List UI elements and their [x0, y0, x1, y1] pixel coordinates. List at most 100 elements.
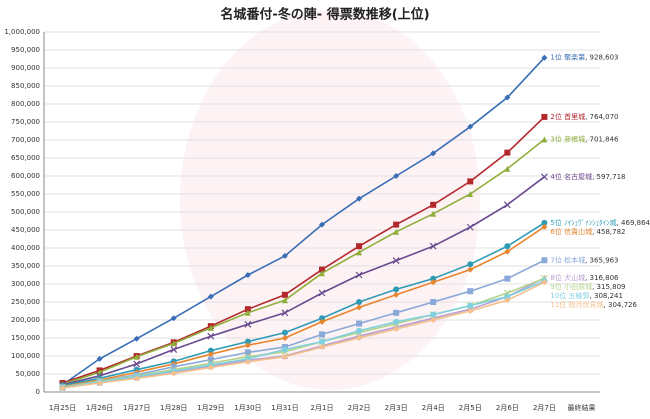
- y-tick-label: 400,000: [11, 244, 40, 252]
- point: [207, 324, 214, 331]
- point: [170, 315, 177, 322]
- point: [356, 320, 363, 327]
- value-label: 469,864: [621, 219, 650, 227]
- separator: ,: [585, 274, 589, 282]
- point: [430, 317, 437, 323]
- value-label: 597,718: [597, 173, 626, 181]
- point: [170, 346, 178, 353]
- value-label: 308,241: [594, 292, 623, 300]
- point: [467, 302, 474, 309]
- point: [244, 320, 252, 328]
- point: [319, 221, 325, 228]
- point: [541, 136, 548, 143]
- y-tick-label: 350,000: [11, 262, 40, 270]
- end-label: 11位 指月伏見城, 304,726: [550, 300, 637, 309]
- point: [504, 149, 511, 156]
- y-tick-label: 200,000: [11, 316, 40, 324]
- point: [170, 370, 177, 377]
- series-name: 8位 犬山城: [550, 273, 585, 282]
- series-name: 7位 松本城: [550, 255, 585, 264]
- x-tick-label: 2月4日: [422, 404, 445, 412]
- point: [281, 346, 288, 353]
- end-label: 10位 五稜郭, 308,241: [550, 291, 623, 300]
- point: [541, 54, 548, 61]
- x-tick-label: 1月30日: [234, 404, 261, 412]
- point: [59, 385, 66, 392]
- end-label: 8位 犬山城, 316,806: [550, 273, 619, 282]
- series-name: 6位 信貴山城: [550, 227, 592, 236]
- y-tick-label: 900,000: [11, 64, 40, 72]
- point: [281, 297, 288, 304]
- point: [244, 349, 251, 356]
- point: [207, 293, 214, 300]
- series-line: [62, 226, 545, 388]
- point: [319, 344, 325, 350]
- point: [244, 338, 251, 345]
- point: [541, 113, 548, 120]
- series-name: 5位 ﾉｲｼｭｳﾞｧﾝｼｭﾀｲﾝ城: [550, 218, 616, 227]
- point: [319, 331, 325, 338]
- series-line: [62, 281, 545, 389]
- point: [430, 299, 437, 305]
- point: [393, 286, 400, 293]
- x-tick-label: 最終結果: [567, 403, 595, 412]
- separator: ,: [585, 54, 589, 62]
- chart-title: 名城番付-冬の陣- 得票数推移(上位): [220, 7, 429, 23]
- point: [467, 123, 474, 130]
- point: [467, 191, 474, 197]
- point: [467, 178, 474, 185]
- y-tick-label: 150,000: [11, 334, 40, 342]
- y-tick-label: 750,000: [11, 118, 40, 126]
- series-name: 10位 五稜郭: [550, 291, 589, 300]
- value-label: 928,603: [590, 54, 619, 62]
- point: [356, 243, 363, 250]
- x-tick-label: 2月1日: [311, 404, 334, 412]
- point: [541, 279, 548, 286]
- y-tick-label: 950,000: [11, 46, 40, 54]
- separator: ,: [585, 256, 589, 264]
- point: [244, 306, 251, 313]
- point: [281, 329, 288, 336]
- y-tick-label: 300,000: [11, 280, 40, 288]
- separator: ,: [590, 292, 594, 300]
- point: [541, 257, 548, 264]
- y-tick-label: 700,000: [11, 136, 40, 144]
- separator: ,: [617, 219, 621, 227]
- point: [356, 195, 363, 202]
- x-tick-label: 2月3日: [385, 404, 408, 412]
- separator: ,: [592, 228, 596, 236]
- point: [355, 271, 363, 279]
- point: [207, 351, 214, 358]
- series-name: 2位 首里城: [550, 112, 585, 121]
- separator: ,: [592, 283, 596, 291]
- point: [244, 272, 251, 278]
- series-line: [62, 176, 545, 386]
- y-tick-label: 500,000: [11, 208, 40, 216]
- point: [429, 242, 437, 250]
- end-label: 3位 彦根城, 701,846: [550, 134, 619, 143]
- x-tick-label: 1月28日: [160, 404, 187, 412]
- series-name: 3位 彦根城: [550, 134, 585, 143]
- point: [393, 291, 400, 298]
- point: [504, 297, 511, 304]
- value-label: 316,806: [590, 274, 619, 282]
- end-label: 6位 信貴山城, 458,782: [550, 227, 625, 236]
- point: [467, 261, 474, 268]
- series-line: [62, 138, 545, 385]
- point: [504, 275, 511, 282]
- end-label: 2位 首里城, 764,070: [550, 112, 618, 121]
- x-tick-label: 1月29日: [197, 404, 224, 412]
- separator: ,: [585, 135, 589, 143]
- point: [541, 219, 548, 226]
- end-label: 9位 小田原城, 315,809: [550, 282, 625, 291]
- point: [430, 279, 437, 286]
- point: [133, 353, 140, 360]
- point: [281, 252, 288, 259]
- series-line: [62, 222, 545, 387]
- point: [467, 308, 474, 314]
- separator: ,: [604, 301, 608, 309]
- point: [430, 275, 437, 282]
- y-tick-label: 800,000: [11, 100, 40, 108]
- value-label: 701,846: [590, 135, 619, 143]
